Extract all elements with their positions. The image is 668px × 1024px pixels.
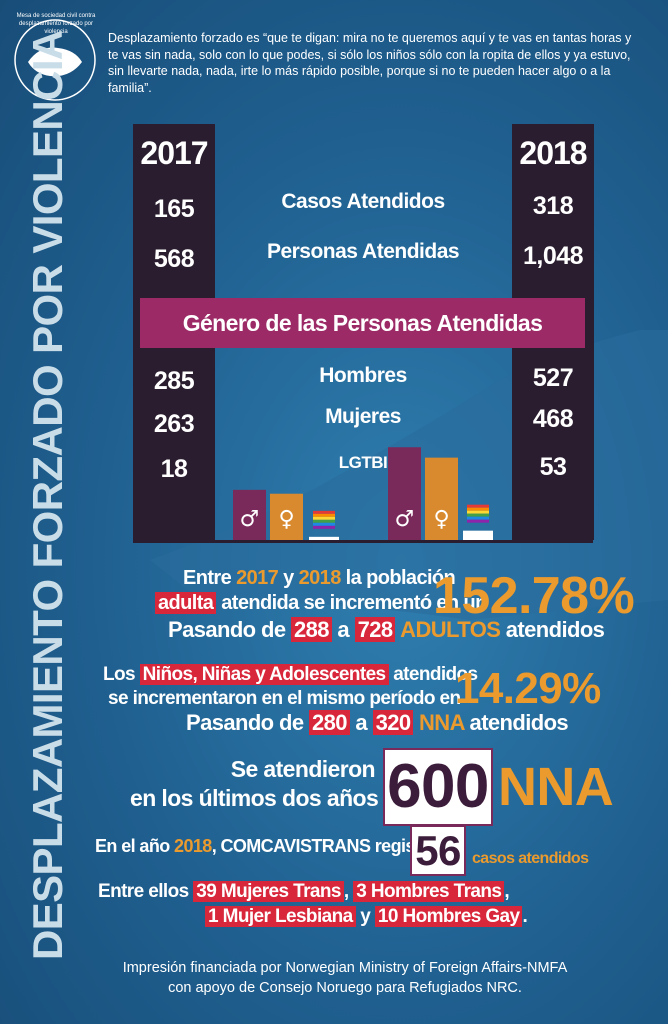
stat-figure: 56: [410, 825, 466, 876]
bar: [388, 447, 421, 540]
year: 2017: [140, 135, 208, 171]
stat-line: Pasando de 288 a 728 ADULTOS atendidos: [168, 617, 605, 642]
footer-line: con apoyo de Consejo Noruego para Refugi…: [168, 980, 522, 996]
bar: [270, 493, 303, 540]
rainbow-flag: [313, 516, 335, 520]
rainbow-flag: [467, 507, 489, 511]
stat-figure: 152.78%: [433, 567, 635, 625]
bar: [309, 536, 339, 540]
row-label: LGTBI: [338, 453, 388, 472]
stat-line: adulta atendida se incrementó en un: [155, 592, 487, 615]
rainbow-flag: [467, 516, 489, 520]
value: 527: [532, 364, 574, 392]
gender-symbol: ♂: [240, 507, 260, 532]
stat-line: En el año 2018, COMCAVISTRANS registró: [95, 836, 438, 856]
stat-suffix: casos atendidos: [472, 850, 589, 867]
stat-line: 1 Mujer Lesbiana y 10 Hombres Gay.: [205, 906, 528, 928]
baseline: [133, 540, 593, 543]
row-label: Mujeres: [325, 405, 401, 428]
stat-line: Entre ellos 39 Mujeres Trans, 3 Hombres …: [98, 881, 510, 902]
value: 53: [539, 453, 567, 481]
row-label: Personas Atendidas: [266, 240, 460, 263]
rainbow-flag: [313, 513, 335, 517]
bar: [233, 489, 266, 540]
gender-symbol: ♂: [395, 507, 415, 532]
rainbow-flag: [467, 504, 489, 508]
stat-line: Pasando de 280 a 320 NNA atendidos: [186, 710, 569, 735]
rainbow-flag: [313, 522, 335, 526]
rainbow-flag: [313, 519, 335, 523]
stat-line: Entre 2017 y 2018 la población: [183, 567, 456, 589]
year: 2018: [519, 135, 587, 171]
value: 18: [160, 455, 188, 483]
stat-figure: 14.29%: [455, 664, 601, 713]
gender-title: Género de las Personas Atendidas: [140, 298, 585, 348]
rainbow-flag: [467, 519, 489, 523]
row-label: Hombres: [319, 364, 407, 387]
quote: Desplazamiento forzado es “que te digan:…: [108, 31, 632, 95]
stat-line: Se atendieron: [230, 756, 376, 782]
stat-figure: 600: [383, 748, 493, 826]
footer-line: Impresión financiada por Norwegian Minis…: [122, 960, 568, 976]
gender-symbol: ♀: [433, 507, 449, 532]
rainbow-flag: [467, 513, 489, 517]
gender-symbol: ♀: [278, 507, 294, 532]
row-label: Casos Atendidos: [281, 190, 445, 213]
value: 468: [532, 405, 574, 433]
stat-suffix: NNA: [498, 757, 614, 817]
stat-line: se incrementaron en el mismo período en: [108, 688, 461, 709]
value: 568: [153, 245, 195, 273]
rainbow-flag: [313, 510, 335, 514]
stat-line: Los Niños, Niñas y Adolescentes atendido…: [103, 664, 478, 685]
value: 165: [153, 195, 195, 223]
value: 1,048: [522, 242, 584, 270]
bar: [425, 457, 458, 540]
bar: [463, 530, 493, 540]
stat-line: en los últimos dos años: [130, 785, 379, 811]
gender-bars: ♂ ♀ ♂ ♀: [233, 447, 493, 540]
rainbow-flag: [313, 525, 335, 529]
value: 285: [153, 367, 195, 395]
value: 263: [153, 410, 195, 438]
value: 318: [532, 192, 574, 220]
logo-text: Mesa de sociedad civil contra desplazami…: [16, 13, 96, 35]
rainbow-flag: [467, 510, 489, 514]
